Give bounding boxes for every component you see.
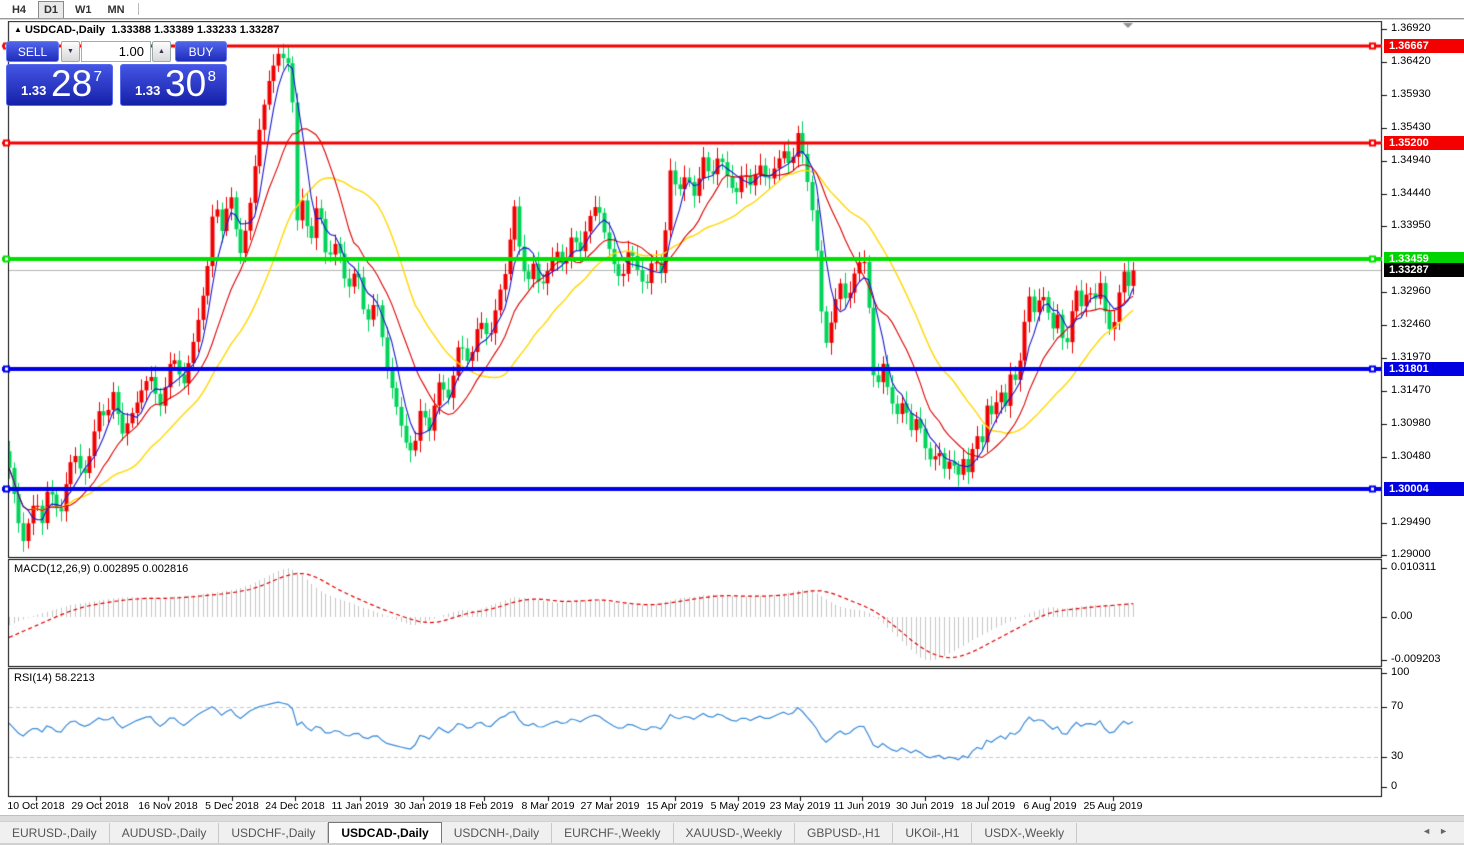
price-axis-tick: 100 — [1391, 666, 1410, 678]
toolbar-separator — [0, 18, 1464, 21]
symbol-tab-usdchf-daily[interactable]: USDCHF-,Daily — [219, 823, 329, 844]
ask-pip-digit: 8 — [207, 68, 216, 85]
symbol-tab-audusd-daily[interactable]: AUDUSD-,Daily — [110, 823, 220, 844]
chart-window-title: ▲ USDCAD-,Daily 1.33388 1.33389 1.33233 … — [14, 24, 279, 36]
volume-input[interactable]: 1.00 — [81, 41, 151, 62]
symbol-tab-gbpusd-h1[interactable]: GBPUSD-,H1 — [795, 823, 894, 844]
toolbar-divider — [137, 2, 139, 15]
symbol-tab-eurusd-daily[interactable]: EURUSD-,Daily — [0, 823, 110, 844]
price-axis-tick: 1.36420 — [1391, 55, 1431, 67]
price-axis-tick: 30 — [1391, 750, 1404, 762]
macd-indicator-label: MACD(12,26,9) 0.002895 0.002816 — [14, 563, 189, 575]
price-line-label: 1.31801 — [1384, 362, 1464, 376]
bid-pip-digit: 7 — [93, 68, 102, 85]
price-axis-tick: 1.30480 — [1391, 450, 1431, 462]
bid-prefix: 1.33 — [21, 83, 47, 98]
volume-decrease-button[interactable]: ▼ — [61, 41, 80, 62]
collapse-triangle-icon[interactable]: ▲ — [14, 25, 22, 34]
ask-big-digits: 30 — [165, 63, 207, 104]
timeframe-button-d1[interactable]: D1 — [38, 1, 64, 19]
date-axis-label: 5 Dec 2018 — [205, 800, 259, 812]
date-axis-label: 24 Dec 2018 — [265, 800, 325, 812]
price-line-label: 1.33287 — [1384, 263, 1464, 277]
date-axis-label: 30 Jan 2019 — [394, 800, 452, 812]
date-axis-label: 25 Aug 2019 — [1083, 800, 1143, 812]
bottom-edge — [0, 843, 1464, 845]
price-line-label: 1.30004 — [1384, 482, 1464, 496]
price-axis-tick: 1.30980 — [1391, 417, 1431, 429]
symbol-tab-eurchf-weekly[interactable]: EURCHF-,Weekly — [552, 823, 674, 844]
bid-price-panel[interactable]: 1.33 28 7 — [6, 63, 113, 106]
tab-scroll-right-icon[interactable]: ► — [1439, 826, 1456, 836]
symbol-tab-usdcnh-daily[interactable]: USDCNH-,Daily — [442, 823, 553, 844]
date-axis-label: 15 Apr 2019 — [646, 800, 704, 812]
date-axis-label: 8 Mar 2019 — [521, 800, 575, 812]
price-line-label: 1.33459 — [1384, 252, 1464, 266]
timeframe-toolbar: H4 D1 W1 MN — [0, 0, 1464, 19]
price-axis-tick: 70 — [1391, 700, 1404, 712]
ohlc-values: 1.33388 1.33389 1.33233 1.33287 — [111, 24, 280, 36]
symbol-period-label: USDCAD-,Daily — [24, 24, 106, 36]
date-axis-label: 11 Jan 2019 — [331, 800, 389, 812]
date-axis-label: 6 Aug 2019 — [1023, 800, 1077, 812]
tab-scroll-arrows: ◄► — [1422, 826, 1456, 836]
timeframe-button-h4[interactable]: H4 — [11, 4, 27, 16]
price-axis-tick: 0 — [1391, 780, 1398, 792]
price-axis-tick: 1.32460 — [1391, 318, 1431, 330]
horizontal-scrollbar[interactable] — [0, 815, 1464, 821]
timeframe-button-mn[interactable]: MN — [107, 4, 125, 16]
symbol-tab-xauusd-weekly[interactable]: XAUUSD-,Weekly — [674, 823, 795, 844]
price-line-label: 1.36667 — [1384, 39, 1464, 53]
price-axis-tick: 1.35430 — [1391, 121, 1431, 133]
price-axis-tick: 1.34940 — [1391, 154, 1431, 166]
buy-button[interactable]: BUY — [175, 41, 227, 62]
tab-scroll-left-icon[interactable]: ◄ — [1422, 826, 1440, 836]
price-line-label: 1.35200 — [1384, 136, 1464, 150]
symbol-tab-usdx-weekly[interactable]: USDX-,Weekly — [972, 823, 1078, 844]
price-axis-tick: 1.31470 — [1391, 384, 1431, 396]
timeframe-button-w1[interactable]: W1 — [75, 4, 92, 16]
ask-price-panel[interactable]: 1.33 30 8 — [120, 63, 227, 106]
symbol-tab-usdcad-daily[interactable]: USDCAD-,Daily — [328, 822, 442, 843]
ask-prefix: 1.33 — [135, 83, 161, 98]
price-axis-tick: 1.35930 — [1391, 88, 1431, 100]
date-axis-label: 10 Oct 2018 — [7, 800, 65, 812]
price-axis-tick: 1.29000 — [1391, 548, 1431, 560]
bid-big-digits: 28 — [51, 63, 93, 104]
symbol-tab-bar: EURUSD-,Daily AUDUSD-,Daily USDCHF-,Daily U… — [0, 821, 1464, 844]
date-axis-label: 18 Jul 2019 — [960, 800, 1016, 812]
price-axis-tick: 1.32960 — [1391, 285, 1431, 297]
rsi-indicator-label: RSI(14) 58.2213 — [14, 672, 95, 684]
date-axis-label: 11 Jun 2019 — [833, 800, 891, 812]
price-axis-tick: -0.009203 — [1391, 653, 1441, 665]
price-axis-tick: 1.29490 — [1391, 516, 1431, 528]
price-axis-tick: 1.33950 — [1391, 219, 1431, 231]
date-axis-label: 5 May 2019 — [710, 800, 766, 812]
price-axis-tick: 1.34440 — [1391, 187, 1431, 199]
one-click-trading-panel: SELL ▼ 1.00 ▲ BUY 1.33 28 7 1.33 30 8 — [6, 41, 227, 106]
date-axis-label: 18 Feb 2019 — [454, 800, 514, 812]
sell-button[interactable]: SELL — [6, 41, 59, 62]
price-axis-tick: 1.31970 — [1391, 351, 1431, 363]
date-axis-label: 23 May 2019 — [769, 800, 831, 812]
price-axis-tick: 0.00 — [1391, 610, 1413, 622]
date-axis-label: 27 Mar 2019 — [580, 800, 640, 812]
symbol-tab-ukoil-h1[interactable]: UKOil-,H1 — [893, 823, 973, 844]
date-axis-label: 29 Oct 2018 — [71, 800, 129, 812]
volume-increase-button[interactable]: ▲ — [152, 41, 171, 62]
date-axis-label: 16 Nov 2018 — [138, 800, 198, 812]
date-axis-label: 30 Jun 2019 — [896, 800, 954, 812]
price-axis-tick: 1.36920 — [1391, 22, 1431, 34]
price-axis-tick: 0.010311 — [1391, 561, 1437, 573]
